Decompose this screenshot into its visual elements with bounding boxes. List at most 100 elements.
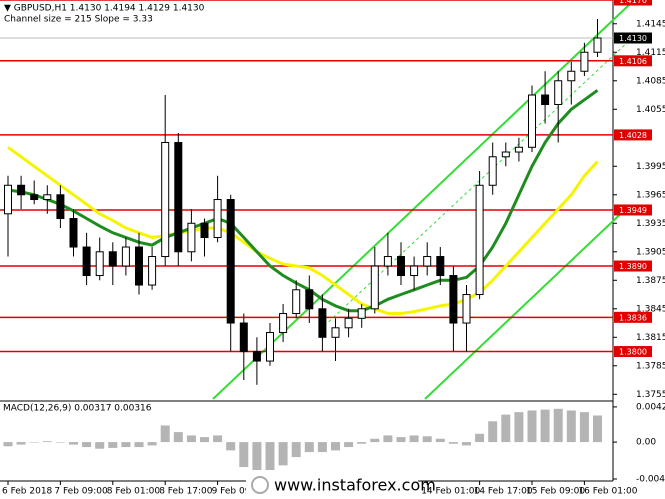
y-tick-label: 1.4145 xyxy=(636,19,665,29)
y2-tick-label: -0.00444 xyxy=(636,475,665,485)
candle-body xyxy=(226,199,235,324)
candle-body xyxy=(488,156,497,186)
macd-bar xyxy=(213,435,223,443)
price-label: 1.4130 xyxy=(619,34,647,43)
macd-bar xyxy=(69,442,78,445)
candle-body xyxy=(370,265,379,310)
macd-bar xyxy=(540,409,550,443)
macd-label: MACD(12,26,9) 0.00317 0.00316 xyxy=(3,404,152,414)
candle-body xyxy=(187,222,196,253)
y-tick-label: 1.3875 xyxy=(636,276,665,286)
candle-body xyxy=(4,184,12,215)
x-tick-label: 16 Feb 01:00 xyxy=(578,487,637,497)
macd-bar xyxy=(514,412,524,443)
macd-bar xyxy=(265,442,275,473)
macd-bar xyxy=(566,410,576,443)
candle-body xyxy=(239,322,248,353)
macd-bar xyxy=(108,442,118,448)
candle-body xyxy=(449,275,458,324)
x-tick-label: 8 Feb 01:00 xyxy=(107,487,161,497)
candle-body xyxy=(266,332,274,362)
macd-bar xyxy=(448,442,458,444)
candle-body xyxy=(528,94,536,148)
watermark: www.instaforex.com xyxy=(274,476,436,495)
macd-bar xyxy=(95,442,105,449)
macd-bar xyxy=(553,408,563,443)
candle-body xyxy=(318,308,327,338)
macd-bar xyxy=(304,442,314,453)
level-label: 1.4028 xyxy=(619,131,647,140)
candle-body xyxy=(95,251,104,277)
macd-bar xyxy=(344,442,354,448)
level-box xyxy=(614,260,652,272)
macd-bar xyxy=(186,435,196,443)
channel-line xyxy=(424,204,631,400)
y-tick-label: 1.3845 xyxy=(636,304,665,314)
y-tick-label: 1.4115 xyxy=(636,48,665,58)
candle-body xyxy=(30,194,39,201)
macd-bar xyxy=(226,442,236,451)
y-tick-label: 1.3935 xyxy=(636,219,665,229)
macd-bar xyxy=(435,438,445,443)
chart-subtitle: Channel size = 215 Slope = 3.33 xyxy=(4,15,153,25)
level-label: 1.3800 xyxy=(619,348,647,357)
y-tick-label: 1.3965 xyxy=(636,190,665,200)
macd-bar xyxy=(278,442,288,466)
macd-bar xyxy=(422,436,432,443)
candle-body xyxy=(462,294,471,324)
level-label: 1.3836 xyxy=(619,313,647,322)
channel-line xyxy=(212,3,631,400)
macd-bar xyxy=(488,421,498,443)
macd-bar xyxy=(239,442,249,468)
level-label: 1.3949 xyxy=(619,206,647,215)
candle-body xyxy=(82,246,91,277)
moving-average xyxy=(7,89,599,313)
candle-body xyxy=(108,251,117,267)
macd-bar xyxy=(252,442,262,476)
candle-body xyxy=(305,289,314,310)
macd-bar xyxy=(147,442,157,446)
candle-body xyxy=(252,351,261,362)
y-tick-label: 1.4055 xyxy=(636,105,665,115)
macd-bar xyxy=(291,442,301,458)
y-tick-label: 1.3785 xyxy=(636,361,665,371)
macd-bar xyxy=(409,435,419,443)
level-box xyxy=(614,129,652,141)
candle-body xyxy=(292,289,301,315)
candle-body xyxy=(148,256,157,286)
watermark-box xyxy=(246,470,418,498)
macd-bar xyxy=(16,442,26,445)
level-label: 1.4170 xyxy=(619,0,647,5)
macd-bar xyxy=(121,442,131,448)
macd-bar xyxy=(3,442,13,447)
y-tick-label: 1.3995 xyxy=(636,162,665,172)
candle-body xyxy=(357,308,366,319)
candle-body xyxy=(436,256,445,277)
level-box xyxy=(614,0,652,6)
macd-bar xyxy=(501,414,511,443)
candle-body xyxy=(331,327,340,338)
macd-bar xyxy=(593,415,602,443)
candle-body xyxy=(174,142,183,253)
macd-bar xyxy=(173,432,183,443)
chart-title: ▼ GBPUSD,H1 1.4130 1.4194 1.4129 1.4130 xyxy=(4,4,205,14)
candle-body xyxy=(69,218,78,248)
macd-bar xyxy=(317,442,327,453)
candle-body xyxy=(423,256,432,267)
y-tick-label: 1.3815 xyxy=(636,333,665,343)
macd-bar xyxy=(200,437,209,443)
macd-bar xyxy=(82,442,92,448)
macd-bar xyxy=(357,442,367,444)
candle-body xyxy=(554,80,563,106)
candle-body xyxy=(43,194,52,201)
macd-bar xyxy=(527,410,537,443)
level-box xyxy=(614,311,652,323)
x-tick-label: 9 Feb 09:00 xyxy=(212,487,266,497)
macd-bar xyxy=(462,442,471,446)
candle-body xyxy=(501,151,510,158)
candle-body xyxy=(121,246,130,267)
candle-body xyxy=(279,313,288,334)
level-box xyxy=(614,55,652,67)
macd-bar xyxy=(55,442,65,443)
